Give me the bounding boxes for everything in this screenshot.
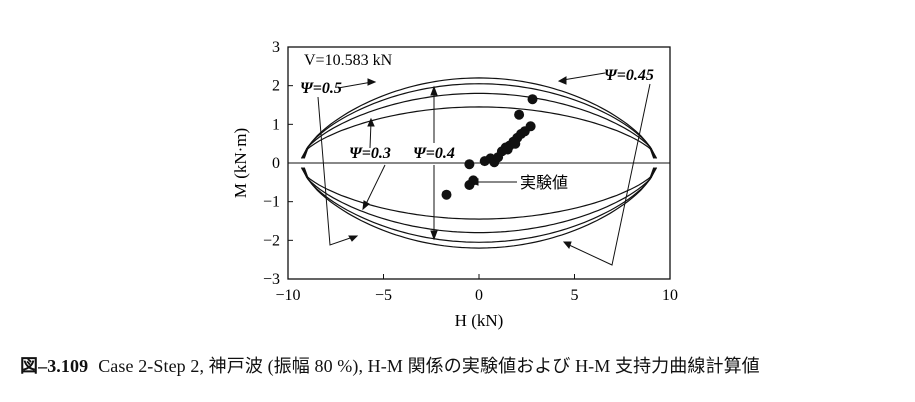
arrowhead	[430, 85, 438, 96]
series-curve-1-lower	[301, 167, 657, 234]
y-tick-label: 0	[272, 155, 280, 172]
series-label-psi-0.4: Ψ=0.4	[413, 145, 455, 162]
arrowhead	[557, 76, 567, 85]
leader-lines	[317, 72, 651, 266]
experimental-point	[441, 189, 452, 200]
caption-text: Case 2-Step 2, 神戸波 (振幅 80 %), H-M 関係の実験値…	[98, 356, 760, 376]
experimental-point	[525, 121, 536, 132]
x-tick-label: 0	[475, 287, 483, 304]
leader-psi045-bottom	[566, 83, 651, 266]
x-axis-label: H (kN)	[455, 311, 504, 330]
series-curve-1-upper	[301, 92, 657, 159]
y-tick-label: 1	[272, 116, 280, 133]
curves-layer	[300, 77, 658, 249]
series-curve-3-upper	[303, 77, 655, 159]
arrowhead	[348, 235, 359, 242]
series-curve-0-lower	[300, 167, 658, 220]
arrowhead	[562, 241, 572, 250]
arrowhead	[367, 117, 375, 127]
arrowhead	[367, 78, 377, 86]
leader-psi03-down	[364, 164, 386, 207]
series-curve-2-lower	[302, 167, 656, 243]
series-label-psi-0.5: Ψ=0.5	[300, 80, 342, 97]
experiment-label: 実験値	[520, 173, 568, 192]
y-tick-label: 2	[272, 78, 280, 95]
series-label-psi-0.45: Ψ=0.45	[604, 67, 654, 84]
y-tick-label: −2	[263, 232, 280, 249]
experimental-point	[502, 144, 513, 155]
leader-psi05	[317, 96, 357, 246]
leader-psi045-top	[562, 72, 606, 81]
experimental-point	[464, 159, 475, 170]
series-curve-2-upper	[302, 83, 656, 159]
y-tick-label: −3	[263, 271, 280, 288]
experimental-point	[510, 138, 521, 149]
series-label-psi-0.3: Ψ=0.3	[349, 145, 391, 162]
x-tick-label: −10	[275, 287, 300, 304]
x-tick-label: 5	[571, 287, 579, 304]
leader-psi05-top	[337, 81, 373, 89]
arrowhead	[362, 200, 370, 211]
series-curve-3-lower	[303, 167, 655, 249]
figure-caption: 図–3.109 Case 2-Step 2, 神戸波 (振幅 80 %), H-M…	[20, 352, 900, 378]
v-annotation: V=10.583 kN	[304, 52, 393, 69]
arrowhead	[468, 178, 479, 186]
y-axis-label: M (kN·m)	[231, 128, 250, 198]
series-curve-0-upper	[300, 106, 658, 159]
caption-number: 図–3.109	[20, 356, 89, 376]
x-tick-label: 10	[662, 287, 678, 304]
y-tick-label: −1	[263, 194, 280, 211]
arrowhead	[430, 230, 438, 241]
experimental-point	[527, 94, 538, 105]
y-tick-label: 3	[272, 39, 280, 56]
experimental-point	[514, 109, 525, 120]
x-tick-label: −5	[375, 287, 392, 304]
